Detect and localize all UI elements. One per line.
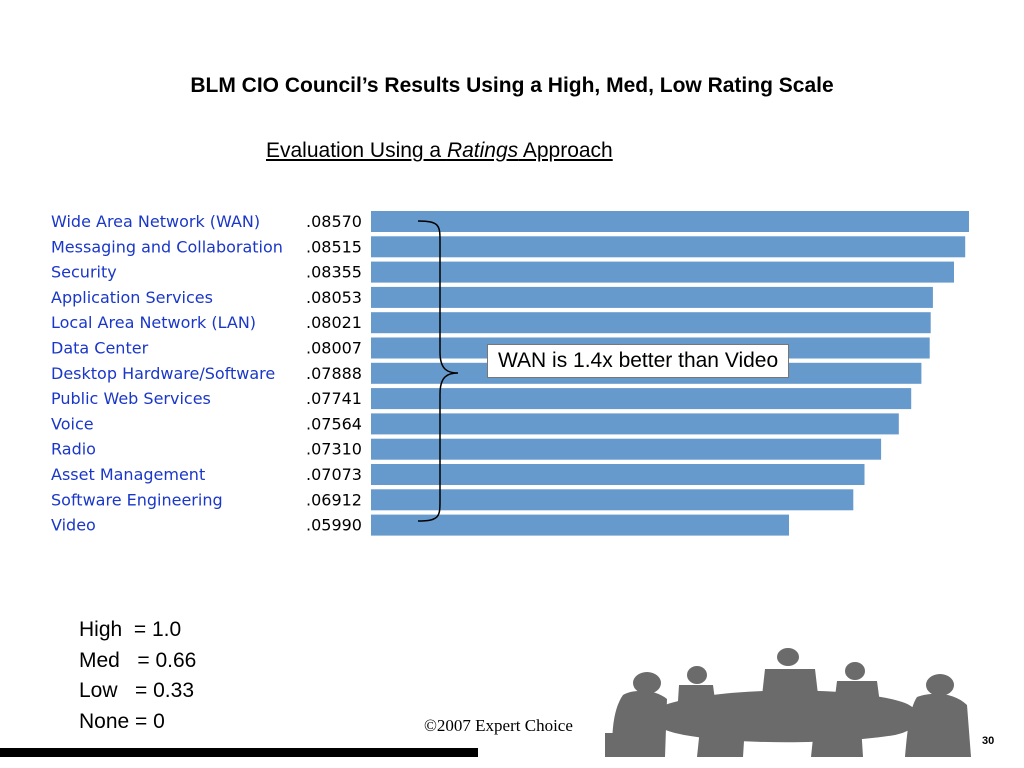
category-label: Security	[51, 263, 117, 282]
scale-med: Med = 0.66	[79, 648, 197, 672]
bar	[371, 464, 865, 485]
value-label: .08007	[306, 339, 362, 358]
value-label: .05990	[306, 516, 362, 535]
scale-low: Low = 0.33	[79, 679, 194, 702]
ratings-bar-chart: Wide Area Network (WAN) Messaging and Col…	[51, 211, 969, 536]
bar	[371, 261, 954, 283]
value-label: .08053	[306, 288, 362, 307]
copyright-text: ©2007 Expert Choice	[424, 716, 573, 735]
value-label: .06912	[306, 490, 362, 509]
subtitle-suffix: Approach	[518, 139, 613, 162]
value-label: .07073	[306, 465, 362, 484]
bar	[371, 438, 882, 460]
category-label: Data Center	[51, 339, 149, 358]
bar	[371, 211, 969, 232]
category-label: Voice	[51, 414, 94, 433]
rating-scale-legend: High = 1.0 Med = 0.66 Low = 0.33 None = …	[79, 615, 196, 737]
page-number: 30	[982, 735, 995, 747]
slide-title: BLM CIO Council’s Results Using a High, …	[190, 74, 834, 97]
chart-subtitle: Evaluation Using a Ratings Approach	[266, 139, 613, 163]
callout-box: WAN is 1.4x better than Video	[487, 344, 790, 378]
subtitle-prefix: Evaluation Using a	[266, 139, 447, 162]
scale-high: High = 1.0	[79, 618, 182, 641]
bar	[371, 413, 899, 435]
bar	[371, 489, 854, 511]
bar	[371, 514, 789, 536]
category-label: Video	[51, 516, 96, 535]
curly-brace	[417, 220, 459, 522]
category-label: Software Engineering	[51, 490, 223, 509]
bottom-rule	[0, 748, 478, 757]
bar	[371, 388, 912, 410]
value-label: .07888	[306, 364, 362, 383]
category-label: Application Services	[51, 288, 213, 307]
value-label: .08021	[306, 313, 362, 332]
bar	[371, 286, 933, 308]
bar	[371, 312, 931, 334]
category-label: Desktop Hardware/Software	[51, 364, 275, 383]
value-label: .07310	[306, 440, 362, 459]
value-label: .08570	[306, 212, 362, 231]
value-label: .08355	[306, 263, 362, 282]
category-label: Asset Management	[51, 465, 205, 484]
value-label: .07741	[306, 389, 362, 408]
scale-none: None = 0	[79, 709, 165, 733]
value-label: .08515	[306, 237, 362, 256]
bar	[371, 236, 966, 258]
category-label: Radio	[51, 440, 96, 459]
category-label: Local Area Network (LAN)	[51, 313, 256, 332]
subtitle-emphasis: Ratings	[446, 139, 519, 162]
category-label: Public Web Services	[51, 389, 211, 408]
category-label: Messaging and Collaboration	[51, 237, 283, 256]
meeting-clipart	[605, 648, 971, 757]
category-label: Wide Area Network (WAN)	[51, 212, 260, 231]
value-label: .07564	[306, 414, 362, 433]
